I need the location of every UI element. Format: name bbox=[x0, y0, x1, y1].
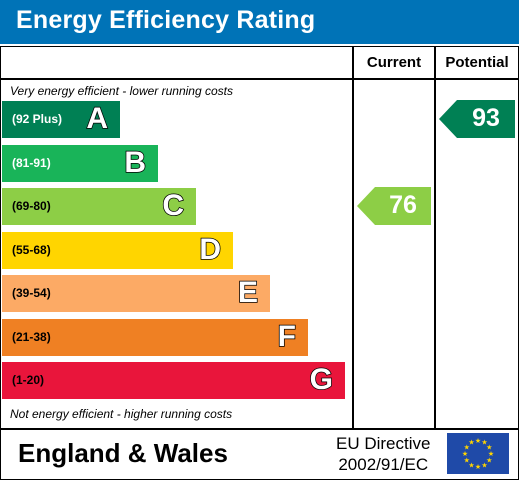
band-g: (1-20) G bbox=[2, 362, 345, 399]
svg-text:★: ★ bbox=[468, 439, 474, 447]
region-label: England & Wales bbox=[18, 438, 228, 468]
svg-text:★: ★ bbox=[462, 450, 468, 458]
directive-line-2: 2002/91/EC bbox=[338, 455, 429, 474]
column-header-current: Current bbox=[366, 54, 422, 71]
band-letter: B bbox=[124, 145, 147, 180]
band-letter: E bbox=[237, 275, 259, 310]
svg-text:★: ★ bbox=[481, 461, 487, 469]
note-efficient: Very energy efficient - lower running co… bbox=[10, 84, 233, 98]
svg-text:★: ★ bbox=[475, 463, 481, 471]
band-d: (55-68) D bbox=[2, 231, 233, 269]
page-title: Energy Efficiency Rating bbox=[16, 6, 316, 34]
divider-potential bbox=[434, 46, 436, 430]
header-bar: Energy Efficiency Rating bbox=[0, 0, 519, 44]
eu-flag-icon: ★ ★ ★ ★ ★ ★ ★ ★ ★ ★ ★ ★ bbox=[447, 433, 509, 474]
eu-directive: EU Directive 2002/91/EC bbox=[336, 433, 430, 475]
svg-text:★: ★ bbox=[486, 457, 492, 465]
svg-text:★: ★ bbox=[481, 439, 487, 447]
band-a: (92 Plus) A bbox=[2, 101, 120, 138]
svg-text:★: ★ bbox=[475, 437, 481, 445]
band-letter: D bbox=[199, 232, 222, 267]
svg-text:★: ★ bbox=[488, 450, 494, 458]
band-range-label: (69-80) bbox=[12, 199, 51, 213]
svg-text:★: ★ bbox=[468, 461, 474, 469]
potential-rating-arrow-value: 93 bbox=[472, 104, 500, 132]
current-rating-arrow-value: 76 bbox=[389, 191, 417, 219]
band-range-label: (55-68) bbox=[12, 242, 51, 257]
potential-rating-arrow-shape bbox=[439, 100, 515, 138]
svg-text:★: ★ bbox=[464, 457, 470, 465]
band-letter: C bbox=[162, 188, 185, 223]
potential-rating-arrow: 93 bbox=[439, 100, 515, 138]
divider-header-row bbox=[0, 78, 519, 80]
directive-line-1: EU Directive bbox=[336, 434, 431, 453]
svg-text:★: ★ bbox=[486, 444, 492, 452]
svg-text:★: ★ bbox=[464, 444, 470, 452]
band-e: (39-54) E bbox=[2, 275, 270, 312]
band-c: (69-80) C bbox=[2, 188, 196, 225]
band-range-label: (1-20) bbox=[12, 373, 45, 387]
divider-current bbox=[352, 46, 354, 430]
band-letter: F bbox=[277, 319, 297, 354]
current-rating-arrow-shape bbox=[357, 187, 431, 225]
band-range-label: (92 Plus) bbox=[12, 112, 63, 126]
divider-footer-row bbox=[0, 428, 519, 430]
note-inefficient: Not energy efficient - higher running co… bbox=[10, 407, 233, 421]
column-header-potential: Potential bbox=[445, 54, 509, 71]
current-rating-arrow: 76 bbox=[357, 187, 431, 225]
band-range-label: (39-54) bbox=[12, 286, 51, 300]
band-b: (81-91) B bbox=[2, 144, 158, 182]
band-range-label: (81-91) bbox=[12, 155, 51, 170]
band-f: (21-38) F bbox=[2, 318, 308, 356]
band-range-label: (21-38) bbox=[12, 329, 51, 344]
band-letter: A bbox=[86, 101, 109, 136]
band-letter: G bbox=[309, 362, 334, 397]
